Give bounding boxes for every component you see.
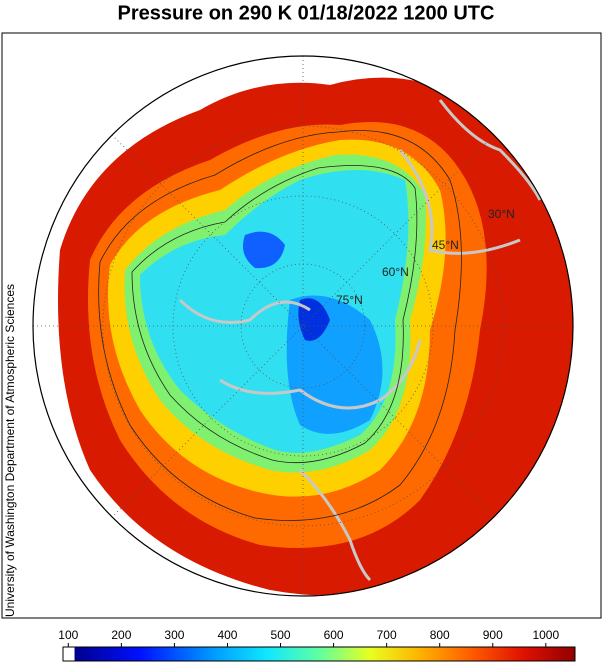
colorbar-tick-label: 800 — [430, 628, 450, 642]
colorbar-tick-label: 1000 — [532, 628, 559, 642]
contours — [98, 130, 462, 521]
colorbar-tick-label: 500 — [271, 628, 291, 642]
map — [58, 77, 573, 596]
title: Pressure on 290 K 01/18/2022 1200 UTC — [118, 2, 495, 24]
latitude-label: 60°N — [382, 265, 409, 279]
latitude-label: 75°N — [336, 293, 363, 307]
colorbar-tick-label: 200 — [111, 628, 131, 642]
colorbar-ticks: 100 200 300 400 500 600 700 800 900 1000 — [58, 628, 559, 647]
colorbar-tick-label: 600 — [324, 628, 344, 642]
colorbar-tick-label: 300 — [164, 628, 184, 642]
colorbar-tick-label: 400 — [217, 628, 237, 642]
colorbar-tick-label: 100 — [58, 628, 78, 642]
colorbar-tick-label: 900 — [483, 628, 503, 642]
map-frame — [1, 32, 602, 619]
coastlines — [178, 99, 542, 582]
map-border — [32, 55, 574, 597]
latitude-label: 30°N — [488, 207, 515, 221]
field-blue-small — [242, 231, 285, 269]
latitude-label: 45°N — [432, 238, 459, 252]
latitude-labels: 30°N 45°N 60°N 75°N — [336, 207, 515, 307]
colorbar-tick-label: 700 — [377, 628, 397, 642]
colorbar — [62, 646, 576, 662]
graticule — [33, 56, 573, 596]
credit: University of Washington Department of A… — [3, 284, 17, 617]
